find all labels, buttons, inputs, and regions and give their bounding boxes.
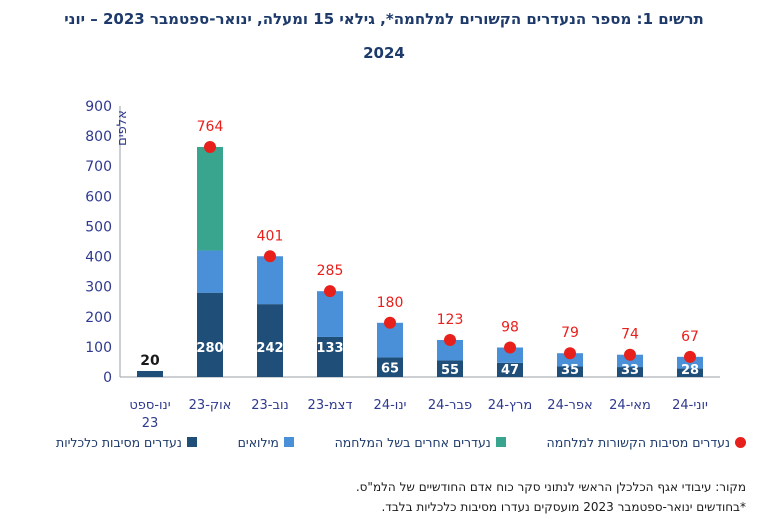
bar-segment-economic bbox=[137, 370, 163, 377]
footnote-source: מקור: עיבודי אגף הכלכלן הראשי לנתוני סקר… bbox=[355, 480, 746, 494]
bar-value-label: 20 bbox=[140, 353, 160, 369]
bar-segment-reserves bbox=[497, 347, 523, 363]
total-dot bbox=[504, 341, 516, 354]
bar-segment-economic bbox=[377, 357, 403, 377]
bar-value-label: 35 bbox=[561, 363, 579, 378]
x-tick-label: נוב-23 bbox=[251, 398, 289, 413]
y-tick-label: 500 bbox=[85, 219, 112, 235]
bar-segment-economic bbox=[497, 362, 523, 377]
bar-segment-economic bbox=[257, 304, 283, 377]
bar-segment-economic bbox=[197, 292, 223, 377]
chart-title-line1: תרשים 1: מספר הנעדרים הקשורים למלחמה*, ג… bbox=[64, 10, 704, 28]
total-dot bbox=[204, 140, 216, 153]
total-dot bbox=[564, 347, 576, 360]
x-tick-label: דצמ-23 bbox=[308, 398, 353, 413]
y-tick-label: 400 bbox=[85, 250, 112, 266]
legend-label-other-war: נעדרים אחרים בשל המלחמה bbox=[334, 434, 491, 450]
total-value-label: 401 bbox=[257, 228, 284, 244]
legend-item-reserves: מילואים bbox=[238, 435, 294, 450]
bar-segment-reserves bbox=[317, 291, 343, 337]
total-value-label: 180 bbox=[377, 295, 404, 311]
bar-value-label: 47 bbox=[501, 363, 519, 378]
bar-segment-economic bbox=[617, 367, 643, 377]
x-tick-label: פבר-24 bbox=[428, 398, 472, 413]
y-tick-label: 200 bbox=[85, 310, 112, 326]
footnote-note: *בחודשים ינואר-ספטמבר 2023 מועסקים נעדרו… bbox=[381, 500, 746, 514]
legend-item-other-war: נעדרים אחרים בשל המלחמה bbox=[335, 435, 506, 450]
x-tick-label: מרץ-24 bbox=[488, 398, 532, 413]
y-tick-label: 900 bbox=[85, 99, 112, 115]
legend-swatch-economic bbox=[186, 437, 197, 447]
total-value-label: 74 bbox=[621, 327, 639, 343]
bar-segment-economic bbox=[317, 336, 343, 377]
total-value-label: 285 bbox=[317, 263, 344, 279]
x-tick-label: ינו-24 bbox=[374, 398, 407, 413]
total-value-label: 764 bbox=[197, 119, 224, 135]
y-axis-label: אלפים bbox=[115, 110, 130, 146]
bar-segment-reserves bbox=[557, 353, 583, 367]
y-tick-label: 800 bbox=[85, 129, 112, 145]
bar-value-label: 55 bbox=[441, 363, 459, 378]
total-value-label: 79 bbox=[561, 325, 579, 341]
legend-dot-total bbox=[735, 436, 746, 448]
y-tick-label: 700 bbox=[85, 159, 112, 175]
bar-segment-reserves bbox=[197, 250, 223, 293]
bar-segment-reserves bbox=[617, 354, 643, 368]
bar-segment-economic bbox=[557, 366, 583, 377]
legend-swatch-reserves bbox=[283, 437, 294, 447]
total-dot bbox=[264, 250, 276, 263]
bar-segment-reserves bbox=[437, 339, 463, 361]
bar-value-label: 242 bbox=[256, 341, 283, 356]
x-tick-label: יוני-24 bbox=[672, 398, 708, 413]
total-dot bbox=[624, 348, 636, 361]
bar-segment-economic bbox=[437, 360, 463, 377]
total-value-label: 67 bbox=[681, 329, 699, 345]
bar-value-label: 280 bbox=[196, 341, 223, 356]
y-tick-label: 100 bbox=[85, 340, 112, 356]
total-value-label: 98 bbox=[501, 319, 519, 335]
x-tick-label: מאי-24 bbox=[609, 398, 651, 413]
bar-value-label: 28 bbox=[681, 363, 699, 378]
total-dot bbox=[444, 333, 456, 346]
y-tick-label: 300 bbox=[85, 280, 112, 296]
x-tick-label: ינו-ספט bbox=[129, 398, 170, 413]
bar-segment-reserves bbox=[257, 256, 283, 305]
bar-value-label: 65 bbox=[381, 361, 399, 376]
y-tick-label: 0 bbox=[103, 370, 112, 386]
total-value-label: 123 bbox=[437, 312, 464, 328]
legend-label-reserves: מילואים bbox=[237, 434, 279, 450]
total-dot bbox=[384, 316, 396, 329]
legend-item-economic: נעדרים מסיבות כלכליות bbox=[56, 435, 197, 450]
bar-value-label: 33 bbox=[621, 363, 639, 378]
legend-item-total: נעדרים מסיבות הקשורות למלחמה bbox=[547, 435, 746, 450]
bar-segment-economic bbox=[677, 368, 703, 377]
bar-segment-other_war bbox=[197, 146, 223, 251]
total-dot bbox=[684, 350, 696, 363]
total-dot bbox=[324, 285, 336, 298]
y-tick-label: 600 bbox=[85, 189, 112, 205]
legend-label-total: נעדרים מסיבות הקשורות למלחמה bbox=[546, 434, 730, 450]
x-tick-label: אפר-24 bbox=[547, 398, 592, 413]
bar-value-label: 133 bbox=[316, 341, 343, 356]
x-tick-label: אוק-23 bbox=[189, 398, 232, 413]
legend: נעדרים מסיבות הקשורות למלחמה נעדרים אחרי… bbox=[56, 430, 746, 454]
legend-label-economic: נעדרים מסיבות כלכליות bbox=[56, 434, 182, 450]
x-tick-label: 23 bbox=[142, 416, 159, 430]
chart-title-line2: 2024 bbox=[363, 44, 405, 62]
legend-swatch-other-war bbox=[495, 437, 506, 447]
